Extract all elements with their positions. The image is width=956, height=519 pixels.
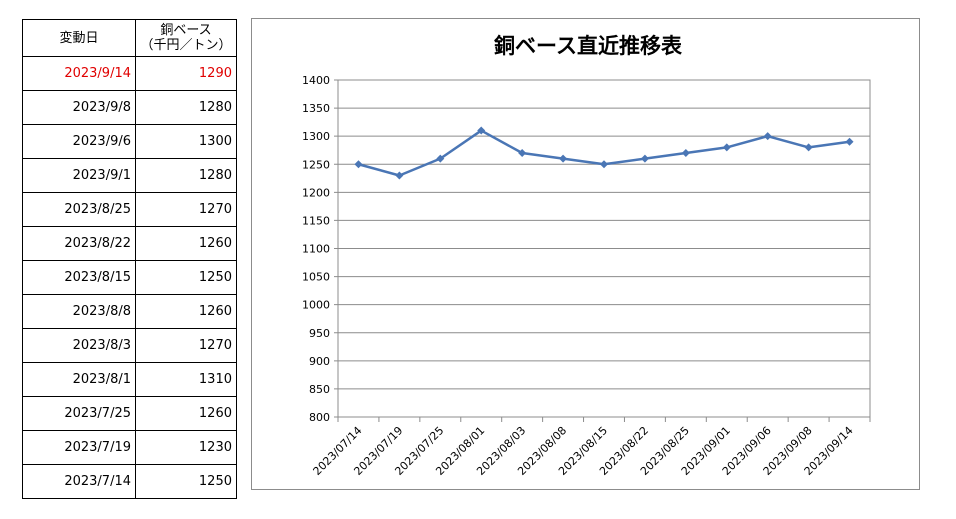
y-tick-label: 1050 bbox=[302, 271, 330, 284]
y-tick-label: 1100 bbox=[302, 243, 330, 256]
y-tick-label: 1400 bbox=[302, 74, 330, 87]
y-tick-label: 1300 bbox=[302, 130, 330, 143]
row-value: 1300 bbox=[135, 124, 237, 159]
chart-title: 銅ベース直近推移表 bbox=[494, 34, 683, 58]
data-point bbox=[395, 171, 404, 180]
table-row: 2023/9/1 1280 bbox=[22, 158, 237, 193]
row-value: 1250 bbox=[135, 464, 237, 499]
data-point bbox=[722, 143, 731, 152]
series-line bbox=[358, 129, 850, 177]
row-value: 1260 bbox=[135, 294, 237, 329]
header-value: 銅ベース （千円／トン） bbox=[135, 19, 237, 57]
row-date: 2023/8/15 bbox=[22, 260, 136, 295]
table-row: 2023/8/15 1250 bbox=[22, 260, 237, 295]
row-value: 1260 bbox=[135, 226, 237, 261]
table-body: 2023/9/14 1290 2023/9/8 1280 2023/9/6 1300 202… bbox=[22, 56, 237, 499]
row-value: 1290 bbox=[135, 56, 237, 91]
row-date: 2023/9/8 bbox=[22, 90, 136, 125]
price-table: 変動日 銅ベース （千円／トン） 2023/9/14 1290 2023/9/8 12… bbox=[22, 19, 237, 499]
row-value: 1270 bbox=[135, 192, 237, 227]
header-date: 変動日 bbox=[22, 19, 136, 57]
table-row: 2023/8/3 1270 bbox=[22, 328, 237, 363]
data-point bbox=[763, 132, 772, 141]
table-row: 2023/7/14 1250 bbox=[22, 464, 237, 499]
y-tick-label: 1250 bbox=[302, 158, 330, 171]
y-tick-label: 850 bbox=[309, 383, 330, 396]
y-axis-ticks: 800 850 900 950 1000 1050 1100 1150 1200 1250 1300… bbox=[302, 74, 330, 424]
row-date: 2023/9/1 bbox=[22, 158, 136, 193]
data-point bbox=[518, 149, 527, 158]
row-date: 2023/8/22 bbox=[22, 226, 136, 261]
row-date: 2023/8/1 bbox=[22, 362, 136, 397]
data-point bbox=[640, 154, 649, 163]
data-point bbox=[559, 154, 568, 163]
row-date: 2023/8/3 bbox=[22, 328, 136, 363]
y-tick-label: 800 bbox=[309, 411, 330, 424]
data-point bbox=[354, 160, 363, 169]
series-layer bbox=[354, 126, 854, 180]
row-value: 1260 bbox=[135, 396, 237, 431]
row-value: 1280 bbox=[135, 158, 237, 193]
y-tick-label: 1200 bbox=[302, 186, 330, 199]
y-tick-label: 1000 bbox=[302, 299, 330, 312]
data-point bbox=[600, 160, 608, 169]
y-tick-label: 900 bbox=[309, 355, 330, 368]
data-point bbox=[845, 137, 854, 146]
table-header-row: 変動日 銅ベース （千円／トン） bbox=[22, 19, 237, 57]
data-point bbox=[681, 149, 690, 158]
header-value-line1: 銅ベース bbox=[160, 23, 212, 38]
row-value: 1270 bbox=[135, 328, 237, 363]
x-axis-ticks: 2023/07/142023/07/192023/07/252023/08/01… bbox=[311, 417, 871, 478]
y-tick-label: 1150 bbox=[302, 214, 330, 227]
row-value: 1310 bbox=[135, 362, 237, 397]
table-row: 2023/9/8 1280 bbox=[22, 90, 237, 125]
y-tick-label: 1350 bbox=[302, 102, 330, 115]
data-point bbox=[477, 126, 486, 135]
row-date: 2023/7/19 bbox=[22, 430, 136, 465]
data-point bbox=[804, 143, 813, 152]
gridlines bbox=[334, 79, 871, 418]
table-row: 2023/9/14 1290 bbox=[22, 56, 237, 91]
header-value-line2: （千円／トン） bbox=[140, 38, 232, 53]
row-value: 1280 bbox=[135, 90, 237, 125]
y-tick-label: 950 bbox=[309, 327, 330, 340]
table-row: 2023/7/25 1260 bbox=[22, 396, 237, 431]
row-value: 1250 bbox=[135, 260, 237, 295]
table-row: 2023/8/1 1310 bbox=[22, 362, 237, 397]
table-row: 2023/7/19 1230 bbox=[22, 430, 237, 465]
table-row: 2023/9/6 1300 bbox=[22, 124, 237, 159]
row-date: 2023/8/25 bbox=[22, 192, 136, 227]
row-date: 2023/9/6 bbox=[22, 124, 136, 159]
row-value: 1230 bbox=[135, 430, 237, 465]
line-chart: 銅ベース直近推移表 800 850 900 950 1000 1050 1100 1150 12… bbox=[302, 34, 871, 478]
row-date: 2023/8/8 bbox=[22, 294, 136, 329]
table-row: 2023/8/22 1260 bbox=[22, 226, 237, 261]
table-row: 2023/8/25 1270 bbox=[22, 192, 237, 227]
row-date: 2023/9/14 bbox=[22, 56, 136, 91]
data-point bbox=[436, 154, 445, 163]
table-row: 2023/8/8 1260 bbox=[22, 294, 237, 329]
row-date: 2023/7/14 bbox=[22, 464, 136, 499]
chart-frame: 銅ベース直近推移表 800 850 900 950 1000 1050 1100 1150 12… bbox=[251, 18, 920, 490]
row-date: 2023/7/25 bbox=[22, 396, 136, 431]
